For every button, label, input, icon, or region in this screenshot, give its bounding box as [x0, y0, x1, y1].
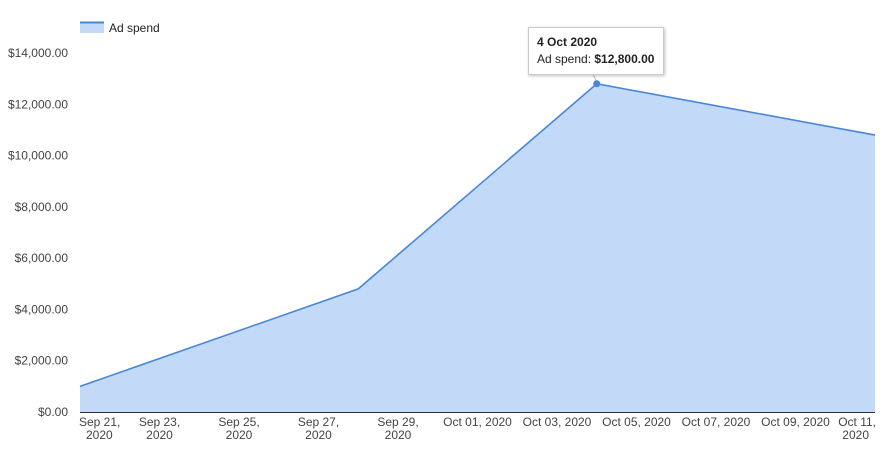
series-area: [80, 83, 875, 413]
x-tick-label: Oct 07, 2020: [682, 415, 751, 429]
y-tick-label: $12,000.00: [8, 97, 68, 111]
x-tick-label: Oct 01, 2020: [443, 415, 512, 429]
tooltip-date: 4 Oct 2020: [537, 35, 598, 49]
x-tick-label: Sep 23, 2020: [139, 415, 180, 442]
x-axis: Sep 21, 2020 Sep 23, 2020 Sep 25, 2020 Sep 27,…: [79, 415, 876, 442]
y-tick-label: $2,000.00: [15, 354, 69, 368]
y-tick-label: $14,000.00: [8, 46, 68, 60]
x-tick-label: Oct 09, 2020: [761, 415, 830, 429]
tooltip-line: Ad spend: $12,800.00: [537, 51, 654, 68]
x-tick-label: Oct 03, 2020: [523, 415, 592, 429]
y-axis: $0.00 $2,000.00 $4,000.00 $6,000.00 $8,000.0…: [8, 46, 68, 419]
y-tick-label: $10,000.00: [8, 149, 68, 163]
plot-area: [79, 69, 876, 413]
x-tick-label: Sep 27, 2020: [298, 415, 339, 442]
x-tick-label: Sep 29, 2020: [377, 415, 418, 442]
x-tick-label: Sep 25, 2020: [218, 415, 259, 442]
y-tick-label: $8,000.00: [15, 200, 69, 214]
tooltip: 4 Oct 2020 Ad spend: $12,800.00: [528, 27, 665, 75]
legend-swatch: [80, 22, 104, 33]
y-tick-label: $4,000.00: [15, 302, 69, 316]
data-point-highlight[interactable]: [593, 80, 601, 88]
x-tick-label: Oct 11, 2020: [838, 415, 876, 442]
legend[interactable]: Ad spend: [80, 21, 160, 35]
y-tick-label: $6,000.00: [15, 251, 69, 265]
series-line: [79, 82, 876, 388]
y-tick-label: $0.00: [38, 405, 68, 419]
tooltip-value: $12,800.00: [594, 52, 655, 66]
x-tick-label: Sep 21, 2020: [79, 415, 120, 442]
tooltip-label: Ad spend:: [537, 52, 595, 66]
legend-label: Ad spend: [109, 21, 160, 35]
x-tick-label: Oct 05, 2020: [602, 415, 671, 429]
